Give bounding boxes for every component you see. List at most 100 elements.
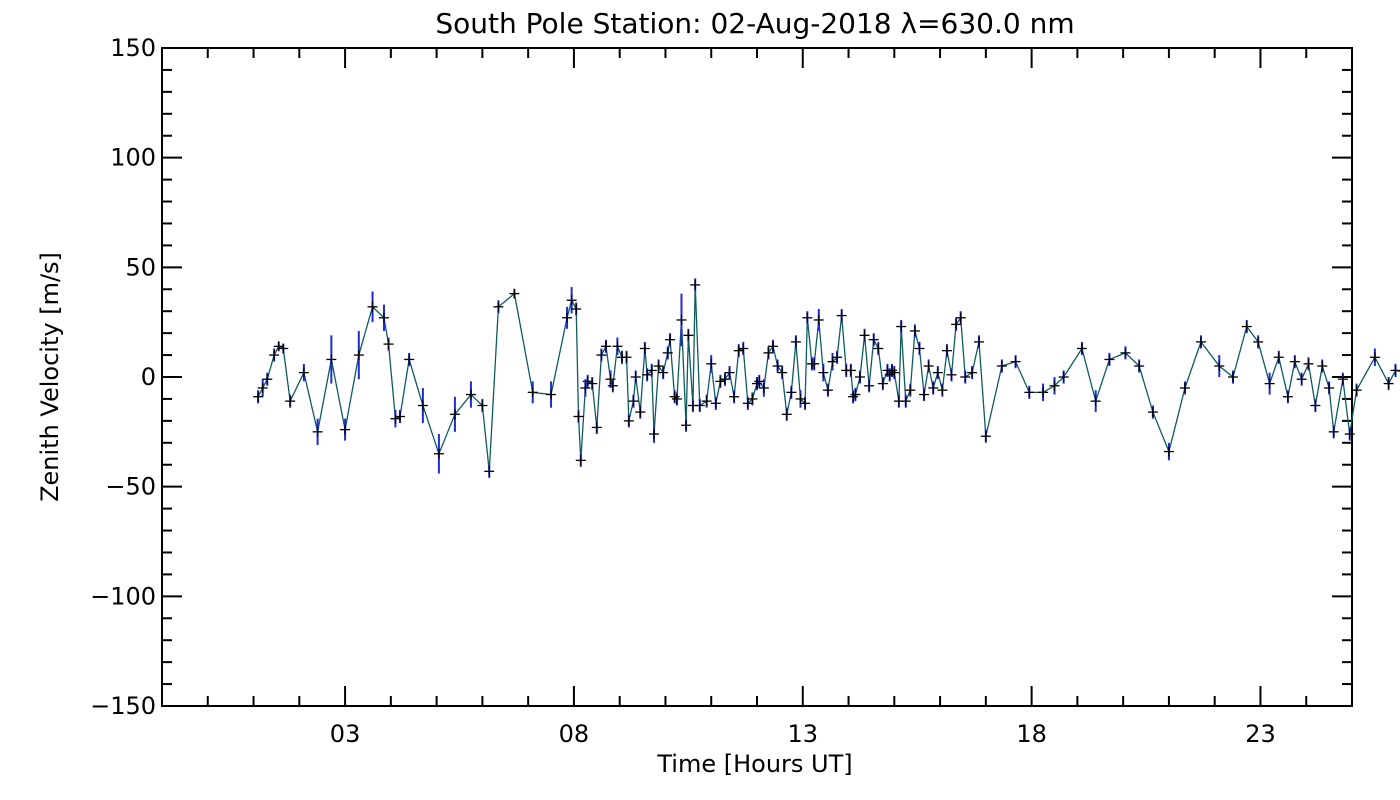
data-point	[937, 385, 948, 396]
data-point	[752, 378, 762, 389]
data-point	[1104, 354, 1115, 365]
data-point	[621, 352, 632, 363]
data-point	[1134, 361, 1145, 372]
y-axis-label: Zenith Velocity [m/s]	[36, 252, 64, 502]
data-point	[928, 382, 939, 393]
data-point	[738, 343, 749, 354]
data-point	[639, 343, 650, 354]
x-tick-label: 03	[330, 720, 361, 748]
data-point	[465, 389, 476, 400]
data-point	[868, 334, 879, 345]
data-point	[353, 350, 364, 361]
data-point	[298, 367, 309, 378]
data-point	[1038, 387, 1049, 398]
data-point	[864, 380, 875, 391]
data-point	[278, 343, 289, 354]
data-point	[477, 400, 488, 411]
data-point	[1179, 382, 1190, 393]
tick-labels: −150 −100 −50 0 50 100 150 03 08 13 18 23	[90, 34, 1276, 748]
x-tick-label: 13	[787, 720, 818, 748]
data-point	[658, 367, 669, 378]
data-point	[946, 369, 957, 380]
data-point	[795, 393, 806, 404]
data-point	[628, 396, 639, 407]
data-point	[719, 374, 730, 385]
data-point	[1351, 385, 1362, 396]
data-point	[996, 361, 1007, 372]
data-point	[919, 389, 930, 400]
data-point	[772, 361, 783, 372]
data-point	[367, 301, 378, 312]
data-point	[269, 350, 280, 361]
data-point	[827, 356, 838, 367]
data-point	[484, 466, 495, 477]
data-point	[649, 429, 660, 440]
data-point	[600, 341, 611, 352]
data-point	[884, 369, 895, 380]
data-point	[257, 382, 268, 393]
data-point	[596, 350, 607, 361]
data-point	[312, 426, 323, 437]
data-point	[340, 424, 351, 435]
data-point	[1264, 378, 1275, 389]
data-point	[665, 334, 676, 345]
data-point	[605, 374, 616, 385]
data-point	[1090, 396, 1101, 407]
data-point	[706, 358, 717, 369]
data-point	[378, 312, 389, 323]
data-point	[587, 378, 598, 389]
data-point	[729, 391, 740, 402]
data-point	[1344, 429, 1355, 440]
data-point	[642, 369, 653, 380]
data-point	[527, 387, 538, 398]
data-point	[923, 361, 934, 372]
data-point	[566, 295, 577, 306]
data-point	[1058, 372, 1069, 382]
data-point	[777, 367, 788, 378]
y-tick-label: 50	[125, 253, 156, 281]
x-tick-label: 18	[1016, 720, 1047, 748]
data-point	[896, 321, 907, 332]
data-point	[273, 341, 284, 352]
data-point	[1195, 336, 1206, 347]
data-point	[433, 448, 444, 459]
data-point	[724, 367, 735, 378]
data-point	[845, 365, 856, 376]
y-tick-label: −100	[90, 582, 156, 610]
data-point	[1024, 387, 1035, 398]
data-point	[733, 345, 744, 356]
data-point	[715, 376, 726, 387]
data-point	[873, 343, 884, 354]
data-point	[653, 361, 664, 372]
data-point	[763, 347, 774, 358]
data-point	[909, 325, 920, 336]
data-point	[754, 376, 765, 387]
data-point	[1076, 343, 1087, 354]
data-point	[710, 398, 721, 409]
data-point	[822, 385, 833, 396]
data-point	[818, 367, 829, 378]
data-point	[905, 385, 916, 396]
data-point	[1147, 407, 1158, 418]
axis-ticks	[161, 47, 1353, 707]
data-point	[671, 393, 682, 404]
data-point	[607, 380, 618, 391]
data-point	[786, 387, 797, 398]
data-point	[404, 354, 415, 365]
data-point	[1317, 361, 1328, 372]
data-point	[285, 396, 296, 407]
data-point	[417, 400, 428, 411]
data-point	[562, 312, 573, 323]
data-point	[941, 345, 952, 356]
data-point	[1296, 374, 1307, 385]
data-point	[790, 336, 801, 347]
data-point	[742, 398, 753, 409]
data-point	[1289, 356, 1300, 367]
data-point	[630, 372, 641, 382]
data-point	[690, 279, 701, 290]
data-point	[800, 398, 811, 409]
data-point	[973, 336, 984, 347]
data-point	[848, 391, 859, 402]
data-point	[571, 304, 582, 315]
